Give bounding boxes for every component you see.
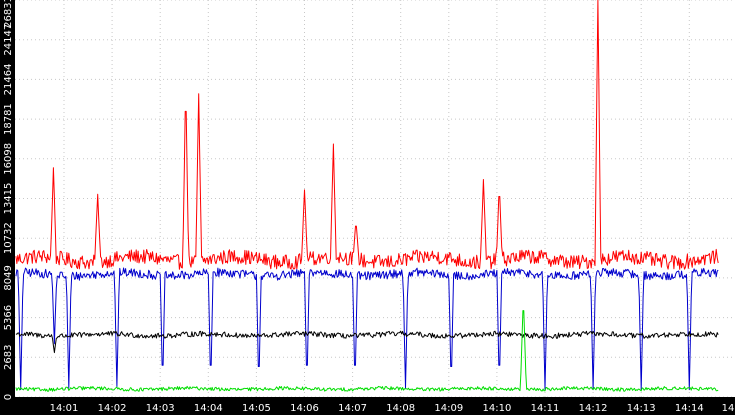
x-tick-label: 14:13 — [627, 403, 656, 414]
y-tick-label: 5366 — [3, 305, 14, 330]
y-axis-bar — [0, 0, 15, 415]
y-tick-label: 13415 — [3, 183, 14, 215]
series-line — [15, 267, 719, 391]
y-tick-labels: 0 2683 5366 8049 10732 13415 16098 18781 21464 24… — [3, 0, 14, 400]
series-line — [15, 310, 719, 392]
x-tick-label: 14:05 — [242, 403, 271, 414]
x-tick-label: 14:07 — [338, 403, 367, 414]
x-tick-label: 14:12 — [579, 403, 608, 414]
y-tick-label: 0 — [3, 394, 14, 400]
x-tick-label: 14:03 — [146, 403, 175, 414]
y-tick-label: 2683 — [3, 345, 14, 370]
y-tick-label: 8049 — [3, 265, 14, 290]
y-tick-label: 18781 — [3, 103, 14, 135]
grid-layer — [15, 0, 735, 398]
x-tick-label: 14 — [722, 403, 735, 414]
x-tick-label: 14:08 — [386, 403, 415, 414]
series-line — [15, 0, 719, 270]
y-tick-label: 16098 — [3, 143, 14, 175]
x-tick-label: 14:11 — [531, 403, 560, 414]
x-tick-label: 14:10 — [482, 403, 511, 414]
y-tick-label: 21464 — [3, 64, 14, 96]
x-tick-labels: 14:01 14:02 14:03 14:04 14:05 14:06 14:07 14:08… — [50, 403, 735, 414]
x-tick-label: 14:04 — [194, 403, 223, 414]
series-line — [15, 330, 719, 354]
y-tick-label: 26831 — [3, 0, 14, 28]
x-tick-label: 14:14 — [675, 403, 704, 414]
y-tick-label: 10732 — [3, 222, 14, 254]
x-tick-label: 14:01 — [50, 403, 79, 414]
y-tick-label: 24147 — [3, 24, 14, 56]
x-tick-label: 14:09 — [434, 403, 463, 414]
series-layer — [15, 0, 719, 392]
x-axis-bar — [0, 397, 735, 415]
x-tick-label: 14:06 — [290, 403, 319, 414]
x-tick-label: 14:02 — [98, 403, 127, 414]
